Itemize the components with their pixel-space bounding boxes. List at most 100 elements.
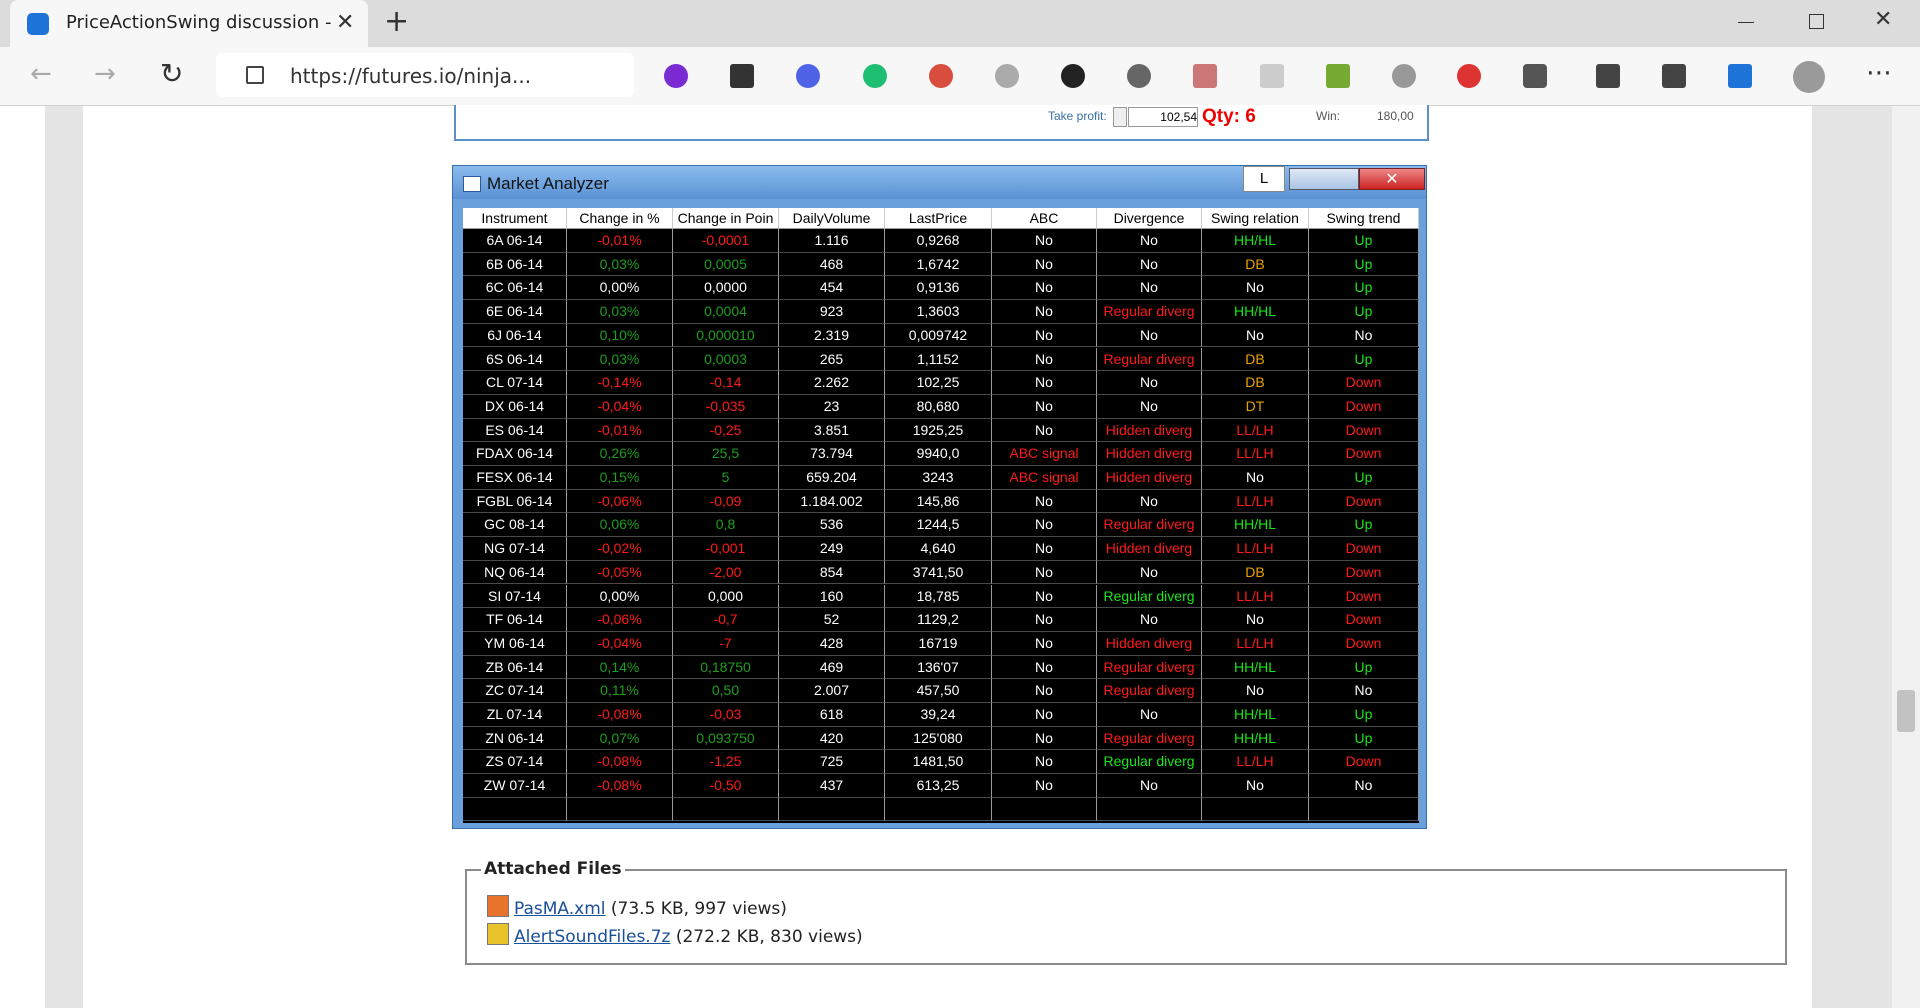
file-link[interactable]: PasMA.xml	[514, 899, 606, 919]
extension-icon[interactable]	[1061, 64, 1085, 88]
table-cell: No	[992, 537, 1097, 561]
table-cell: Up	[1309, 300, 1419, 324]
table-cell: FGBL 06-14	[463, 489, 567, 514]
table-cell: 249	[779, 537, 885, 561]
table-cell: Down	[1309, 560, 1419, 585]
forward[interactable]: →	[94, 59, 116, 89]
table-cell: 2.262	[779, 371, 885, 395]
min-max-buttons[interactable]	[1289, 168, 1359, 190]
table-row: SI 07-14 0,00% 0,000 160 18,785 No Regular div…	[463, 584, 1419, 609]
table-cell: 73.794	[779, 442, 885, 466]
table-cell: 3243	[885, 466, 992, 490]
table-cell: No	[992, 276, 1097, 301]
table-cell: ZL 07-14	[463, 703, 567, 727]
table-cell: No	[992, 371, 1097, 395]
back[interactable]: ←	[30, 59, 52, 89]
extension-icon[interactable]	[1127, 64, 1151, 88]
column-header[interactable]: Swing relation	[1202, 208, 1309, 229]
scroll-thumb[interactable]	[1897, 690, 1915, 732]
extensions[interactable]	[1523, 64, 1547, 88]
browser-tab[interactable]: PriceActionSwing discussion - fu ✕	[10, 0, 368, 47]
extension-icon[interactable]	[995, 64, 1019, 88]
url: https://futures.io/ninja...	[290, 64, 532, 88]
ie-mode[interactable]	[1728, 64, 1752, 88]
column-header[interactable]: Change in Poin	[673, 208, 779, 229]
extension-icon[interactable]	[730, 64, 754, 88]
table-cell: 457,50	[885, 679, 992, 703]
table-cell: 125'080	[885, 726, 992, 751]
extension-icon[interactable]	[1326, 64, 1350, 88]
table-cell	[1309, 797, 1419, 822]
table-cell: No	[992, 560, 1097, 585]
column-header[interactable]: Instrument	[463, 208, 567, 229]
table-cell: 1129,2	[885, 608, 992, 632]
table-cell	[463, 797, 567, 822]
table-cell: Up	[1309, 726, 1419, 751]
toolbar: ← → ↻ https://futures.io/ninja...	[0, 47, 1920, 106]
table-cell: Up	[1309, 347, 1419, 372]
table-cell: -0,0001	[673, 229, 779, 253]
table-cell: 420	[779, 726, 885, 751]
favorites[interactable]	[1596, 64, 1620, 88]
close-window[interactable]: ✕	[1874, 7, 1893, 32]
table-cell: ZN 06-14	[463, 726, 567, 751]
table-cell: 0,0003	[673, 347, 779, 372]
table-cell: HH/HL	[1202, 703, 1309, 727]
table-cell: 1925,25	[885, 418, 992, 443]
table-cell: 1481,50	[885, 750, 992, 775]
collections[interactable]	[1662, 64, 1686, 88]
extension-icon[interactable]	[863, 64, 887, 88]
take-profit-input[interactable]: 102,54	[1128, 107, 1198, 127]
window-icon	[463, 176, 481, 192]
column-header[interactable]: Divergence	[1097, 208, 1202, 229]
table-row: GC 08-14 0,06% 0,8 536 1244,5 No Regular diver…	[463, 513, 1419, 538]
table-cell: Down	[1309, 537, 1419, 561]
column-header[interactable]: Swing trend	[1309, 208, 1419, 229]
menu[interactable]: ⋯	[1866, 58, 1892, 88]
table-row: 6E 06-14 0,03% 0,0004 923 1,3603 No Regular di…	[463, 300, 1419, 324]
extension-icon[interactable]	[929, 64, 953, 88]
extension-icon[interactable]	[664, 64, 688, 88]
extension-icon[interactable]	[796, 64, 820, 88]
file-link[interactable]: AlertSoundFiles.7z	[514, 927, 671, 947]
table-cell: No	[1097, 252, 1202, 277]
close-button[interactable]: ✕	[1359, 168, 1425, 190]
extension-icon[interactable]	[1260, 64, 1284, 88]
new-tab[interactable]: +	[384, 4, 410, 39]
table-cell: 18,785	[885, 584, 992, 609]
table-cell: -0,06%	[567, 608, 673, 632]
table-cell: 0,9136	[885, 276, 992, 301]
extension-icon[interactable]	[1193, 64, 1217, 88]
table-cell: DB	[1202, 252, 1309, 277]
table-cell: 0,18750	[673, 655, 779, 680]
table-cell: 5	[673, 466, 779, 490]
restore[interactable]	[1809, 14, 1824, 29]
profile[interactable]	[1793, 61, 1825, 93]
table-cell: 0,26%	[567, 442, 673, 466]
scrollbar[interactable]	[1892, 106, 1920, 1008]
minimize[interactable]	[1738, 22, 1754, 23]
column-header[interactable]: Change in %	[567, 208, 673, 229]
table-cell: 0,8	[673, 513, 779, 538]
table-cell: Regular diverg	[1097, 726, 1202, 751]
table-cell: 0,03%	[567, 300, 673, 324]
extension-icon[interactable]	[1392, 64, 1416, 88]
table-row: YM 06-14 -0,04% -7 428 16719 No Hidden diverg L…	[463, 631, 1419, 656]
address-bar[interactable]: https://futures.io/ninja...	[216, 53, 634, 97]
spinner[interactable]	[1113, 107, 1127, 127]
table-row: ZN 06-14 0,07% 0,093750 420 125'080 No Regular…	[463, 726, 1419, 751]
table-cell: LL/LH	[1202, 537, 1309, 561]
column-header[interactable]: LastPrice	[885, 208, 992, 229]
extension-icon[interactable]	[1457, 64, 1481, 88]
link-button[interactable]: L	[1243, 166, 1285, 192]
reload[interactable]: ↻	[160, 57, 184, 90]
file-info: (73.5 KB, 997 views)	[610, 899, 787, 919]
close-tab[interactable]: ✕	[336, 10, 355, 35]
column-header[interactable]: ABC	[992, 208, 1097, 229]
table-row: CL 07-14 -0,14% -0,14 2.262 102,25 No No DB Down	[463, 371, 1419, 395]
table-cell: Down	[1309, 631, 1419, 656]
table-cell: CL 07-14	[463, 371, 567, 395]
table-cell: Up	[1309, 655, 1419, 680]
table-cell: 160	[779, 584, 885, 609]
column-header[interactable]: DailyVolume	[779, 208, 885, 229]
